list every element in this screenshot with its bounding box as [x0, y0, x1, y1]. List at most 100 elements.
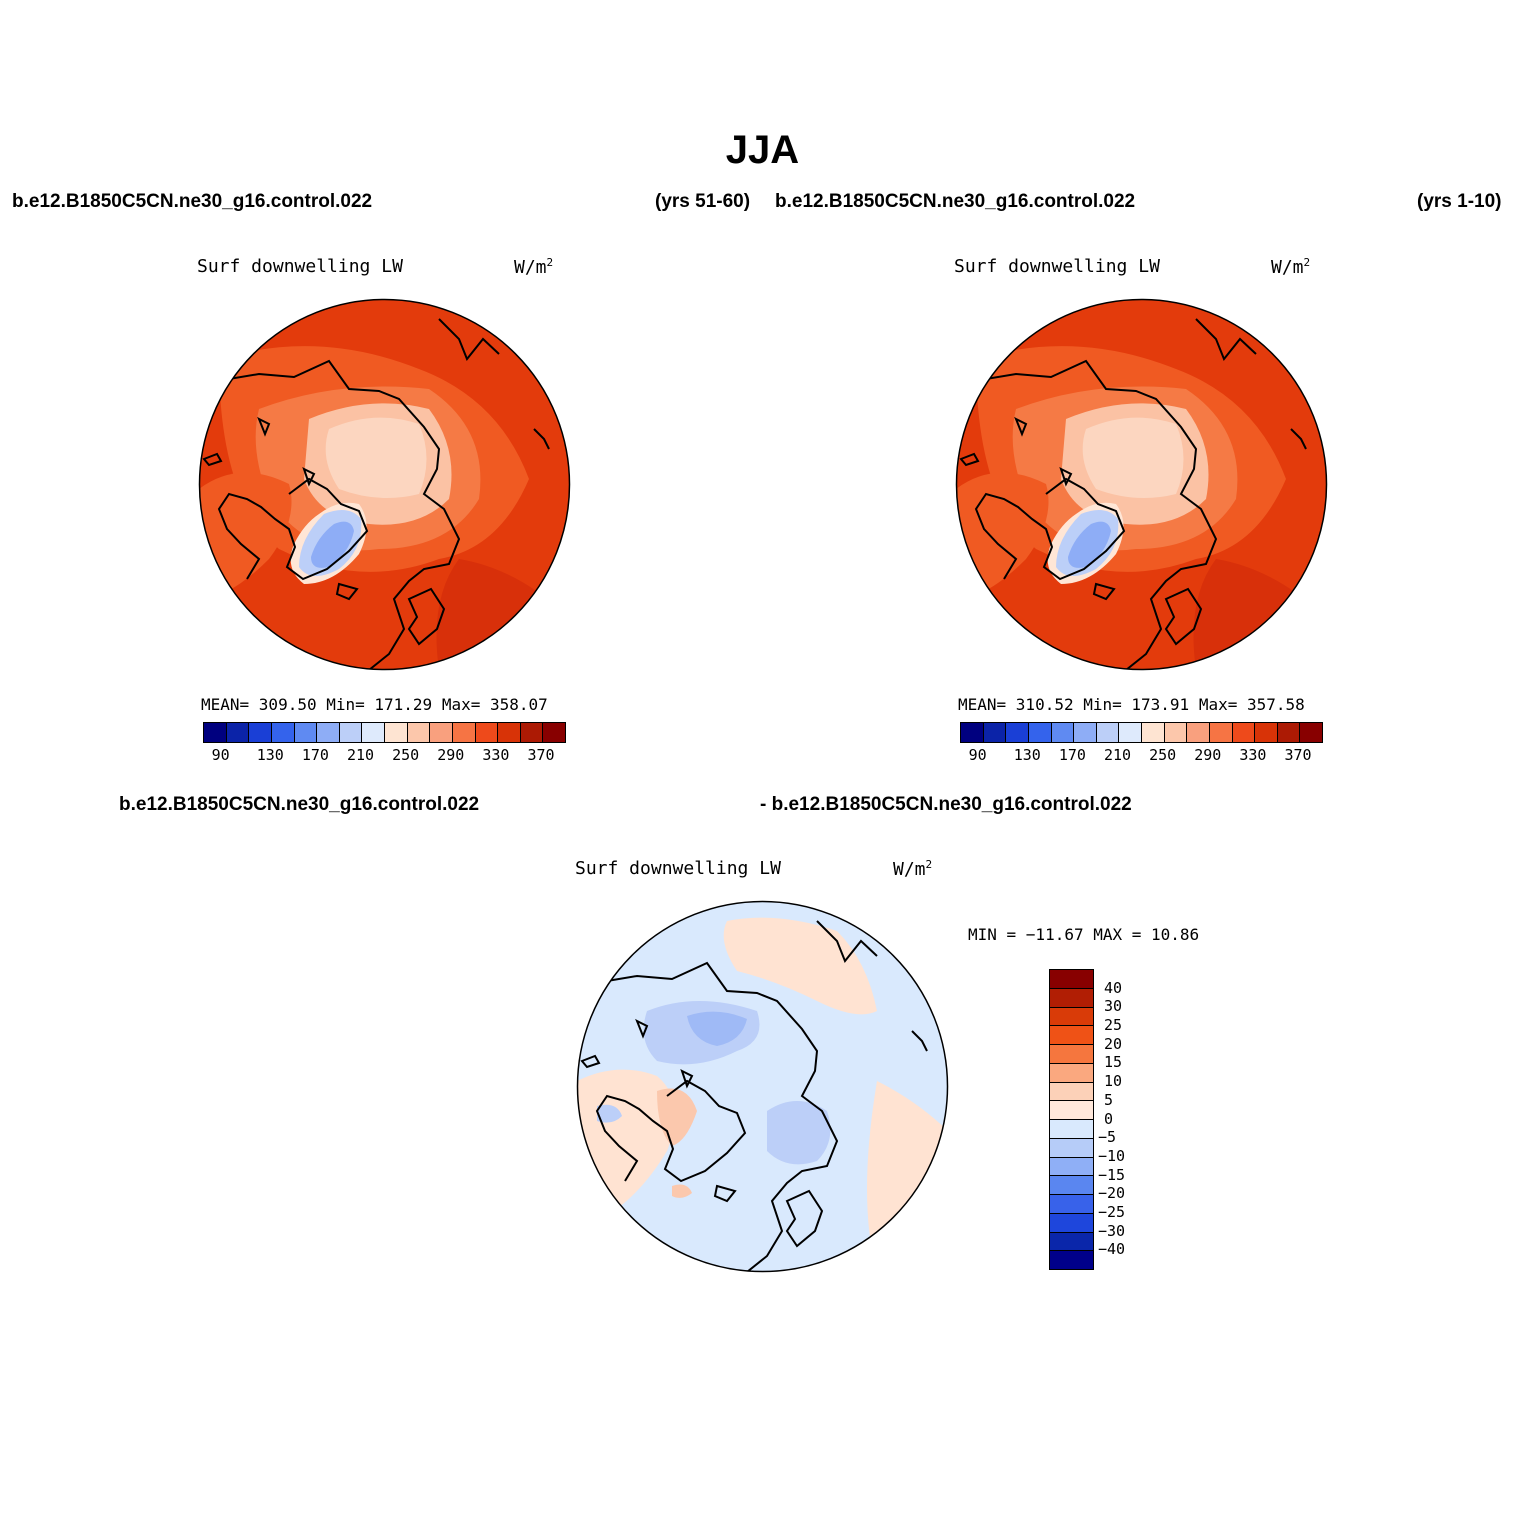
colorbar-swatch — [384, 723, 407, 742]
colorbar-swatch — [1050, 1119, 1093, 1138]
colorbar-swatch — [1276, 723, 1300, 742]
panel1-polar-map — [198, 298, 571, 671]
panel2-colorbar-ticks: 90 130 170 210 250 290 330 370 — [960, 746, 1321, 766]
colorbar-tick-label: −40 — [1098, 1240, 1126, 1259]
colorbar-swatch — [1186, 723, 1209, 742]
colorbar-tick-label: 170 — [301, 746, 329, 764]
colorbar-tick-label: 30 — [1104, 997, 1123, 1016]
colorbar-tick-label: 90 — [968, 746, 987, 764]
colorbar-swatch — [248, 723, 271, 742]
colorbar-tick-label: 330 — [1239, 746, 1267, 764]
colorbar-tick-label: 250 — [1149, 746, 1177, 764]
colorbar-swatch — [1141, 723, 1164, 742]
panel1-colorbar-ticks: 90 130 170 210 250 290 330 370 — [203, 746, 564, 766]
panel1-stats: MEAN= 309.50 Min= 171.29 Max= 358.07 — [201, 695, 548, 714]
panel2-variable-name: Surf downwelling LW — [954, 256, 1160, 277]
colorbar-swatch — [1208, 723, 1232, 742]
colorbar-tick-label: 25 — [1104, 1016, 1123, 1035]
colorbar-swatch — [1050, 970, 1093, 988]
colorbar-swatch — [1050, 1250, 1093, 1269]
colorbar-swatch — [451, 723, 475, 742]
diff-variable-name: Surf downwelling LW — [575, 858, 781, 879]
colorbar-swatch — [1050, 987, 1093, 1007]
colorbar-tick-label: 330 — [482, 746, 510, 764]
colorbar-swatch — [1163, 723, 1187, 742]
colorbar-swatch — [1005, 723, 1028, 742]
colorbar-swatch — [1050, 1006, 1093, 1026]
colorbar-tick-label: 130 — [256, 746, 284, 764]
colorbar-tick-label: −5 — [1098, 1128, 1117, 1147]
colorbar-swatch — [338, 723, 362, 742]
colorbar-swatch — [1231, 723, 1255, 742]
colorbar-tick-label: 290 — [1194, 746, 1222, 764]
diff-units: W/m2 — [893, 858, 933, 880]
colorbar-tick-label: 15 — [1104, 1053, 1123, 1072]
colorbar-swatch — [1073, 723, 1096, 742]
panel1-case-name: b.e12.B1850C5CN.ne30_g16.control.022 — [12, 191, 373, 212]
colorbar-tick-label: 40 — [1104, 978, 1123, 997]
colorbar-swatch — [1118, 723, 1141, 742]
colorbar-swatch — [1027, 723, 1051, 742]
colorbar-swatch — [1050, 1175, 1093, 1194]
colorbar-swatch — [316, 723, 339, 742]
colorbar-tick-label: −15 — [1098, 1165, 1126, 1184]
colorbar-swatch — [1050, 1137, 1093, 1157]
panel1-colorbar — [203, 722, 566, 743]
colorbar-tick-label: 290 — [437, 746, 465, 764]
colorbar-swatch — [406, 723, 430, 742]
diff-colorbar-ticks: 40 30 25 20 15 10 5 0 −5 −10 −15 −20 −25 −30 −40 — [1098, 969, 1178, 1269]
colorbar-tick-label: −30 — [1098, 1221, 1126, 1240]
colorbar-tick-label: −20 — [1098, 1184, 1126, 1203]
panel2-colorbar — [960, 722, 1323, 743]
colorbar-tick-label: 130 — [1013, 746, 1041, 764]
colorbar-tick-label: 370 — [1284, 746, 1312, 764]
colorbar-swatch — [361, 723, 384, 742]
diff-case-left: b.e12.B1850C5CN.ne30_g16.control.022 — [119, 794, 480, 815]
colorbar-swatch — [1050, 1100, 1093, 1119]
diff-case-right: - b.e12.B1850C5CN.ne30_g16.control.022 — [760, 794, 1132, 815]
colorbar-swatch — [270, 723, 294, 742]
panel2-stats: MEAN= 310.52 Min= 173.91 Max= 357.58 — [958, 695, 1305, 714]
colorbar-tick-label: 210 — [346, 746, 375, 764]
colorbar-tick-label: −10 — [1098, 1146, 1126, 1165]
colorbar-tick-label: 170 — [1058, 746, 1086, 764]
colorbar-swatch — [1095, 723, 1119, 742]
diff-polar-map — [576, 900, 949, 1273]
colorbar-swatch — [204, 723, 226, 742]
diff-stats: MIN = −11.67 MAX = 10.86 — [968, 925, 1200, 944]
colorbar-swatch — [1254, 723, 1277, 742]
panel1-variable-name: Surf downwelling LW — [197, 256, 403, 277]
panel2-case-name: b.e12.B1850C5CN.ne30_g16.control.022 — [775, 191, 1136, 212]
colorbar-tick-label: 10 — [1104, 1072, 1123, 1091]
colorbar-swatch — [961, 723, 983, 742]
colorbar-tick-label: 370 — [527, 746, 555, 764]
colorbar-swatch — [1050, 1025, 1093, 1044]
panel1-years: (yrs 51-60) — [655, 191, 751, 212]
colorbar-swatch — [225, 723, 249, 742]
panel2-years: (yrs 1-10) — [1417, 191, 1502, 212]
colorbar-swatch — [1050, 1156, 1093, 1176]
colorbar-tick-label: 250 — [392, 746, 420, 764]
colorbar-swatch — [429, 723, 452, 742]
panel2-units: W/m2 — [1271, 256, 1311, 278]
colorbar-swatch — [1050, 1231, 1093, 1251]
colorbar-swatch — [293, 723, 317, 742]
diff-colorbar — [1049, 969, 1094, 1270]
colorbar-swatch — [1299, 723, 1322, 742]
colorbar-tick-label: 20 — [1104, 1034, 1123, 1053]
colorbar-tick-label: 210 — [1103, 746, 1132, 764]
colorbar-tick-label: 5 — [1104, 1090, 1114, 1109]
colorbar-tick-label: 0 — [1104, 1109, 1114, 1128]
colorbar-tick-label: −25 — [1098, 1202, 1126, 1221]
colorbar-swatch — [1050, 1044, 1093, 1063]
figure-title: JJA — [725, 128, 800, 172]
colorbar-swatch — [1050, 1062, 1093, 1082]
colorbar-tick-label: 90 — [211, 746, 230, 764]
panel1-units: W/m2 — [514, 256, 554, 278]
colorbar-swatch — [474, 723, 498, 742]
colorbar-swatch — [1050, 1194, 1093, 1213]
colorbar-swatch — [1050, 1081, 1093, 1101]
colorbar-swatch — [1050, 1212, 1093, 1232]
colorbar-swatch — [1050, 723, 1074, 742]
colorbar-swatch — [982, 723, 1006, 742]
